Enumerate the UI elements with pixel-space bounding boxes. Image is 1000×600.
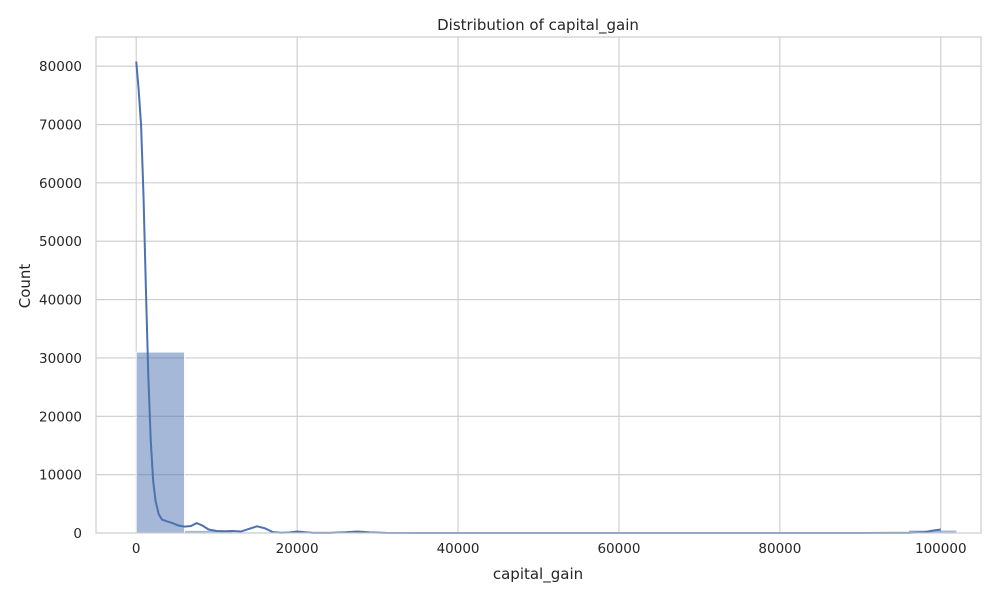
x-tick-label: 100000 (915, 541, 967, 557)
y-tick-label: 10000 (39, 468, 82, 484)
x-tick-label: 0 (132, 541, 141, 557)
x-axis-ticks: 0 20000 40000 60000 80000 100000 (132, 541, 967, 557)
y-tick-label: 80000 (39, 59, 82, 75)
x-tick-label: 80000 (758, 541, 801, 557)
histogram-bars (135, 351, 958, 534)
x-tick-label: 20000 (276, 541, 319, 557)
y-axis-ticks: 0 10000 20000 30000 40000 50000 60000 70000 8000… (39, 59, 82, 542)
x-tick-label: 40000 (437, 541, 480, 557)
y-tick-label: 40000 (39, 293, 82, 309)
histogram-bar (135, 351, 185, 534)
x-axis-label: capital_gain (493, 565, 583, 584)
y-tick-label: 20000 (39, 409, 82, 425)
grid-lines (96, 37, 981, 534)
plot-frame (95, 36, 982, 534)
y-tick-label: 60000 (39, 176, 82, 192)
y-axis-label: Count (16, 264, 34, 309)
y-tick-label: 0 (73, 526, 82, 542)
kde-curve (135, 61, 941, 534)
y-tick-label: 50000 (39, 234, 82, 250)
y-tick-label: 30000 (39, 351, 82, 367)
x-tick-label: 60000 (597, 541, 640, 557)
chart-title: Distribution of capital_gain (437, 16, 639, 35)
y-tick-label: 70000 (39, 118, 82, 134)
